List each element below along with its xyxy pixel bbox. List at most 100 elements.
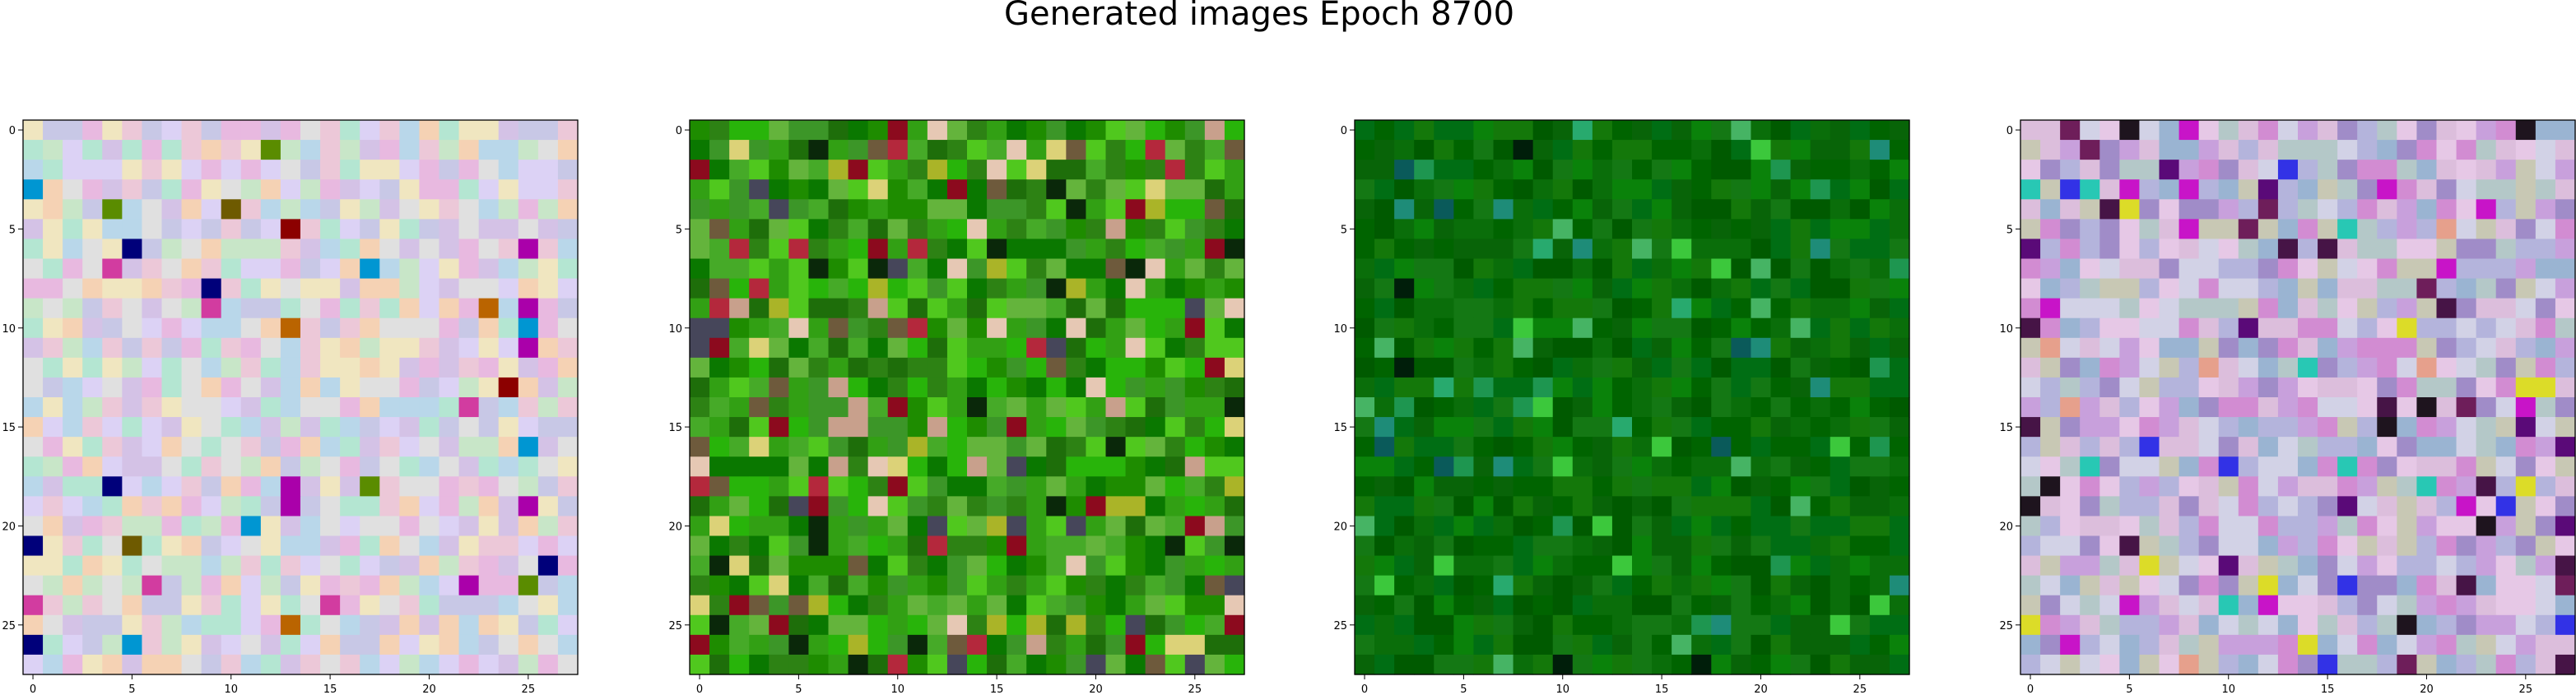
pixel-cell xyxy=(181,417,202,438)
pixel-cell xyxy=(300,317,321,339)
pixel-cell xyxy=(2159,317,2180,339)
pixel-cell xyxy=(1691,298,1712,319)
pixel-cell xyxy=(498,575,519,596)
pixel-cell xyxy=(2277,614,2299,636)
pixel-cell xyxy=(1849,516,1871,537)
pixel-cell xyxy=(1414,258,1434,280)
pixel-cell xyxy=(1184,219,1206,240)
pixel-cell xyxy=(2495,535,2517,557)
pixel-cell xyxy=(2436,535,2457,557)
pixel-cell xyxy=(2080,575,2100,596)
pixel-cell xyxy=(1552,654,1574,675)
pixel-cell xyxy=(399,417,421,438)
pixel-cell xyxy=(1592,278,1613,299)
pixel-cell xyxy=(2298,575,2318,596)
pixel-cell xyxy=(2357,199,2378,220)
pixel-cell xyxy=(2515,397,2536,418)
pixel-cell xyxy=(1731,258,1752,280)
pixel-cell xyxy=(300,417,321,438)
pixel-cell xyxy=(2456,160,2477,180)
pixel-cell xyxy=(2397,219,2418,240)
pixel-cell xyxy=(1731,199,1752,220)
pixel-cell xyxy=(1691,140,1712,160)
pixel-cell xyxy=(887,555,909,577)
pixel-cell xyxy=(2020,199,2041,220)
pixel-cell xyxy=(518,317,539,339)
pixel-cell xyxy=(2357,634,2378,656)
pixel-cell xyxy=(907,417,928,438)
pixel-cell xyxy=(2318,199,2338,220)
pixel-cell xyxy=(927,575,948,596)
pixel-cell xyxy=(1046,535,1067,557)
pixel-cell xyxy=(967,417,988,438)
pixel-cell xyxy=(419,258,440,280)
pixel-cell xyxy=(2060,595,2081,616)
pixel-cell xyxy=(808,357,830,378)
pixel-cell xyxy=(2178,317,2200,339)
pixel-cell xyxy=(1086,654,1107,675)
x-tick-label: 10 xyxy=(2221,683,2235,695)
pixel-cell xyxy=(1374,239,1395,260)
pixel-cell xyxy=(1145,298,1166,319)
pixel-cell xyxy=(2119,535,2141,557)
pixel-cell xyxy=(63,337,83,359)
pixel-cell xyxy=(1790,278,1811,299)
pixel-cell xyxy=(498,258,519,280)
pixel-cell xyxy=(399,140,421,160)
pixel-cell xyxy=(498,516,519,537)
pixel-cell xyxy=(260,595,281,616)
pixel-cell xyxy=(399,357,421,378)
pixel-cell xyxy=(2238,496,2259,517)
pixel-cell xyxy=(1026,179,1047,200)
pixel-cell xyxy=(867,516,889,537)
pixel-cell xyxy=(161,298,183,319)
pixel-cell xyxy=(946,575,968,596)
pixel-cell xyxy=(161,397,183,418)
pixel-cell xyxy=(1453,199,1475,220)
pixel-cell xyxy=(43,555,63,577)
pixel-cell xyxy=(1414,337,1434,359)
pixel-cell xyxy=(967,456,988,477)
pixel-cell xyxy=(2298,160,2318,180)
pixel-cell xyxy=(1007,456,1027,477)
pixel-cell xyxy=(1086,140,1107,160)
pixel-cell xyxy=(1532,595,1554,616)
pixel-cell xyxy=(2298,120,2318,141)
pixel-cell xyxy=(280,535,301,557)
pixel-cell xyxy=(2337,555,2358,577)
pixel-cell xyxy=(2337,140,2358,160)
pixel-cell xyxy=(2416,595,2438,616)
pixel-cell xyxy=(967,298,988,319)
pixel-cell xyxy=(2099,516,2120,537)
pixel-cell xyxy=(102,654,123,675)
pixel-cell xyxy=(122,199,143,220)
pixel-cell xyxy=(2218,317,2239,339)
pixel-cell xyxy=(867,179,889,200)
pixel-cell xyxy=(848,278,869,299)
pixel-cell xyxy=(2020,377,2041,398)
pixel-cell xyxy=(2535,634,2556,656)
pixel-cell xyxy=(1046,337,1067,359)
pixel-cell xyxy=(1592,535,1613,557)
pixel-cell xyxy=(2416,239,2438,260)
pixel-cell xyxy=(122,417,143,438)
x-tick-label: 5 xyxy=(1460,683,1467,695)
pixel-cell xyxy=(2238,199,2259,220)
pixel-cell xyxy=(828,516,849,537)
pixel-cell xyxy=(1611,140,1633,160)
pixel-cell xyxy=(340,575,360,596)
pixel-cell xyxy=(987,496,1007,517)
pixel-cell xyxy=(360,535,380,557)
pixel-cell xyxy=(498,377,519,398)
pixel-cell xyxy=(458,575,480,596)
pixel-cell xyxy=(458,317,480,339)
pixel-cell xyxy=(2495,317,2517,339)
pixel-cell xyxy=(2198,278,2220,299)
pixel-cell xyxy=(690,120,710,141)
pixel-cell xyxy=(729,337,750,359)
pixel-cell xyxy=(987,595,1007,616)
pixel-cell xyxy=(1026,496,1047,517)
pixel-cell xyxy=(946,258,968,280)
pixel-cell xyxy=(498,199,519,220)
pixel-cell xyxy=(1414,575,1434,596)
